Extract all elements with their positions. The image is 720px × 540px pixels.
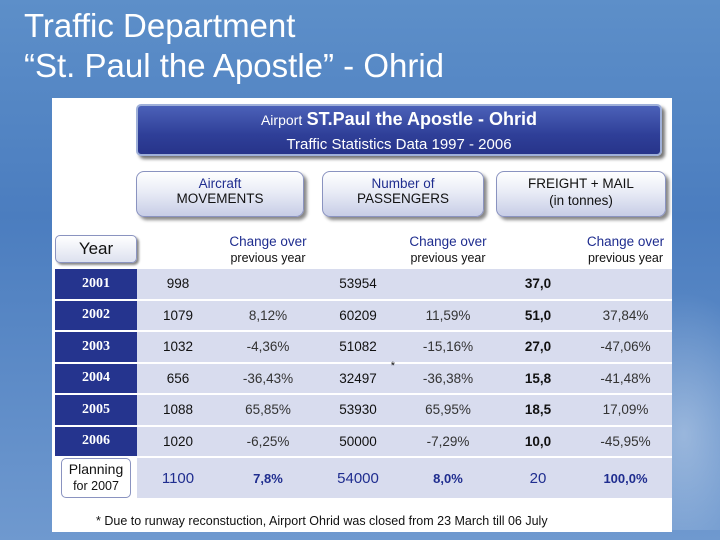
passengers-cell: 60209 <box>317 299 399 332</box>
footnote-marker: * <box>390 359 395 372</box>
table-row: 2001 998 53954 37,0 <box>55 268 672 301</box>
slide-title-line1: Traffic Department <box>24 7 296 44</box>
passengers-change-cell: 11,59% <box>399 299 497 332</box>
slide-title: Traffic Department “St. Paul the Apostle… <box>24 6 444 86</box>
year-cell: 2004 <box>55 362 137 395</box>
movements-change-cell: -6,25% <box>219 425 317 458</box>
year-cell: 2005 <box>55 394 137 427</box>
movements-cell: 656 <box>137 362 219 395</box>
freight-change-cell: 17,09% <box>579 394 672 427</box>
freight-change-cell: -45,95% <box>579 425 672 458</box>
movements-cell: 1020 <box>137 425 219 458</box>
freight-change-cell: -41,48% <box>579 362 672 395</box>
tonnes-label: (in tonnes) <box>549 193 613 208</box>
movements-change-cell: 8,12% <box>219 299 317 332</box>
table-row: 2003 1032 -4,36% 51082 -15,16% 27,0 -47,… <box>55 331 672 364</box>
passengers-change-cell: 65,95% <box>399 394 497 427</box>
passengers-change-cell: -15,16% <box>399 331 497 364</box>
passengers-cell: 51082 <box>317 331 399 364</box>
movements-cell: 998 <box>137 268 219 301</box>
table-row: 2002 1079 8,12% 60209 11,59% 51,0 37,84% <box>55 299 672 332</box>
planning-row: Planning for 2007 1100 7,8% 54000 8,0% 2… <box>55 457 672 500</box>
freight-cell: 10,0 <box>497 425 579 458</box>
freight-cell: 15,8 <box>497 362 579 395</box>
airport-label: Airport <box>260 112 303 128</box>
movements-cell: 1079 <box>137 299 219 332</box>
movements-change-cell: 65,85% <box>219 394 317 427</box>
passengers-cell: 53930 <box>317 394 399 427</box>
passengers-group: Number of PASSENGERS <box>322 171 484 217</box>
passengers-change-cell <box>399 268 497 301</box>
table-row: 2004 656 -36,43% 32497 * -36,38% 15,8 -41… <box>55 359 672 395</box>
statistics-sheet: Airport ST.Paul the Apostle - Ohrid Traf… <box>52 98 672 532</box>
freight-mail-label: FREIGHT + MAIL <box>528 176 634 191</box>
passengers-cell: 53954 <box>317 268 399 301</box>
freight-mail-group: FREIGHT + MAIL (in tonnes) <box>496 171 666 217</box>
movements-change-cell: -36,43% <box>219 362 317 395</box>
passengers-change-cell: -36,38% <box>399 362 497 395</box>
year-cell: 2002 <box>55 299 137 332</box>
aircraft-label: Aircraft <box>198 176 242 191</box>
planning-movements: 1100 <box>137 457 219 500</box>
movements-cell: 1032 <box>137 331 219 364</box>
movements-cell: 1088 <box>137 394 219 427</box>
passengers-change-header: Change over previous year <box>399 230 497 269</box>
header-banner: Airport ST.Paul the Apostle - Ohrid Traf… <box>136 104 662 156</box>
year-header: Year <box>55 230 137 269</box>
passengers-cell: 32497 * <box>317 359 399 395</box>
year-cell: 2003 <box>55 331 137 364</box>
planning-passengers: 54000 <box>317 457 399 500</box>
freight-change-header: Change over previous year <box>579 230 672 269</box>
freight-cell: 18,5 <box>497 394 579 427</box>
freight-change-cell <box>579 268 672 301</box>
movements-change-cell: -4,36% <box>219 331 317 364</box>
passengers-label: PASSENGERS <box>356 191 450 206</box>
planning-freight-change: 100,0% <box>579 457 672 500</box>
slide-title-line2: “St. Paul the Apostle” - Ohrid <box>24 47 445 84</box>
planning-label: Planning for 2007 <box>55 457 137 500</box>
table-row: 2005 1088 65,85% 53930 65,95% 18,5 17,09… <box>55 394 672 427</box>
freight-cell: 37,0 <box>497 268 579 301</box>
planning-passengers-change: 8,0% <box>399 457 497 500</box>
planning-movements-change: 7,8% <box>219 457 317 500</box>
freight-change-cell: 37,84% <box>579 299 672 332</box>
movements-change-cell <box>219 268 317 301</box>
aircraft-movements-group: Aircraft MOVEMENTS <box>136 171 304 217</box>
traffic-table: Year Change over previous year Change ove… <box>55 230 672 500</box>
year-cell: 2001 <box>55 268 137 301</box>
movements-change-header: Change over previous year <box>219 230 317 269</box>
movements-label: MOVEMENTS <box>176 191 264 206</box>
footnote: * Due to runway reconstuction, Airport O… <box>96 514 548 528</box>
passengers-change-cell: -7,29% <box>399 425 497 458</box>
year-cell: 2006 <box>55 425 137 458</box>
table-row: 2006 1020 -6,25% 50000 -7,29% 10,0 -45,9… <box>55 425 672 458</box>
planning-freight: 20 <box>497 457 579 500</box>
freight-cell: 27,0 <box>497 331 579 364</box>
table-header-row: Year Change over previous year Change ove… <box>55 230 672 269</box>
airport-name: ST.Paul the Apostle - Ohrid <box>306 109 538 129</box>
passengers-cell: 50000 <box>317 425 399 458</box>
freight-change-cell: -47,06% <box>579 331 672 364</box>
header-subtitle: Traffic Statistics Data 1997 - 2006 <box>286 136 512 153</box>
number-of-label: Number of <box>371 176 435 191</box>
freight-cell: 51,0 <box>497 299 579 332</box>
